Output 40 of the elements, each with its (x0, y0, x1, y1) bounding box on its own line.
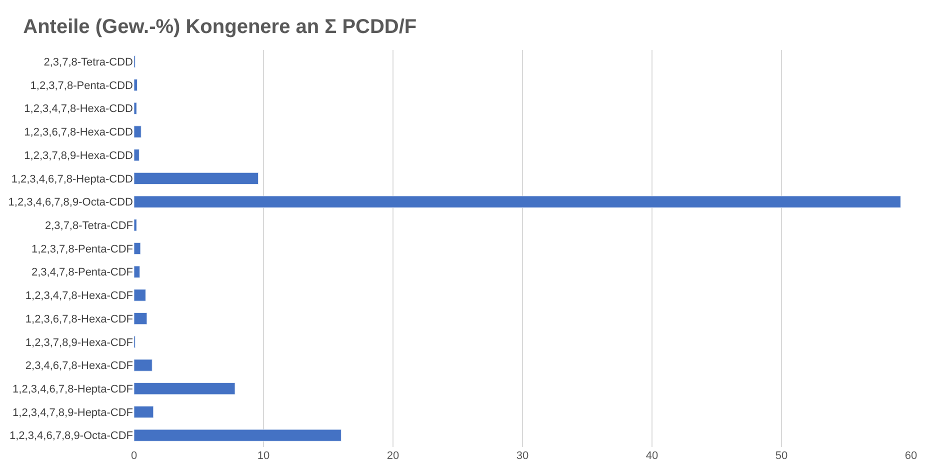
y-tick-label: 1,2,3,6,7,8-Hexa-CDD (24, 126, 134, 139)
bar (134, 149, 140, 162)
y-tick-label: 2,3,4,7,8-Penta-CDF (32, 266, 134, 279)
y-tick-label: 1,2,3,4,6,7,8-Hepta-CDD (11, 173, 134, 186)
y-tick-label: 1,2,3,7,8-Penta-CDF (32, 243, 134, 256)
bar (134, 219, 137, 232)
bar (134, 78, 138, 92)
bar (134, 429, 342, 442)
x-tick-label: 10 (257, 450, 270, 462)
bar (134, 312, 148, 325)
bar (134, 266, 140, 278)
bar (134, 172, 259, 185)
y-tick-label: 1,2,3,4,7,8-Hexa-CDF (25, 290, 134, 302)
bar (134, 196, 901, 208)
y-tick-label: 1,2,3,7,8-Penta-CDD (30, 80, 134, 92)
y-tick-label: 1,2,3,6,7,8-Hexa-CDF (25, 313, 134, 326)
y-tick-label: 2,3,7,8-Tetra-CDF (44, 220, 134, 232)
bar (134, 242, 141, 255)
bar (134, 289, 146, 302)
y-tick-label: 1,2,3,4,6,7,8,9-Octa-CDD (8, 196, 134, 209)
y-tick-label: 1,2,3,4,7,8,9-Hepta-CDF (12, 406, 134, 419)
bar (134, 102, 137, 114)
bar (134, 359, 152, 372)
y-tick-label: 2,3,7,8-Tetra-CDD (44, 56, 134, 69)
y-tick-label: 2,3,4,6,7,8-Hexa-CDF (25, 360, 134, 372)
bar (134, 382, 236, 395)
x-tick-label: 0 (130, 450, 138, 462)
y-tick-label: 1,2,3,4,6,7,8-Hepta-CDF (12, 383, 134, 396)
chart-title: Anteile (Gew.-%) Kongenere an Σ PCDD/F (23, 16, 417, 38)
x-tick-label: 60 (904, 450, 918, 462)
x-tick-label: 20 (386, 450, 400, 462)
y-tick-label: 1,2,3,4,7,8-Hexa-CDD (24, 103, 134, 116)
x-tick-label: 30 (516, 450, 529, 462)
y-tick-label: 1,2,3,4,6,7,8,9-Octa-CDF (10, 430, 134, 442)
bar (134, 406, 154, 418)
x-tick-label: 50 (775, 450, 788, 462)
y-tick-label: 1,2,3,7,8,9-Hexa-CDF (25, 336, 134, 349)
y-tick-label: 1,2,3,7,8,9-Hexa-CDD (24, 150, 134, 162)
x-tick-label: 40 (646, 450, 658, 462)
bar (134, 126, 142, 138)
